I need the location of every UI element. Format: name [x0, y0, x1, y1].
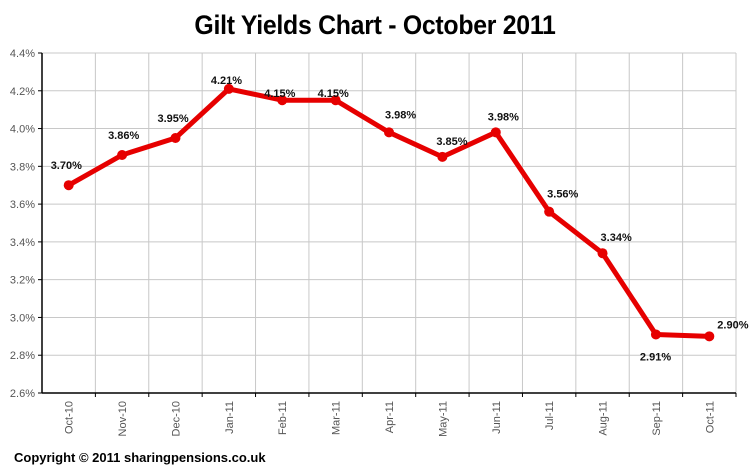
data-label: 3.85%: [436, 136, 467, 148]
data-point-marker: [704, 331, 715, 342]
y-tick-label: 4.2%: [10, 86, 35, 98]
data-point-marker: [63, 180, 74, 191]
x-tick-label: Apr-11: [384, 401, 396, 433]
y-tick-label: 3.4%: [10, 237, 35, 249]
y-tick-label: 3.6%: [10, 199, 35, 211]
data-point-marker: [650, 329, 661, 340]
data-label: 3.98%: [385, 109, 416, 121]
x-tick-label: Sep-11: [651, 401, 663, 436]
data-series: [63, 83, 715, 342]
x-tick-label: Oct-10: [64, 401, 76, 434]
data-point-marker: [277, 95, 288, 106]
y-tick-label: 3.0%: [10, 312, 35, 324]
data-point-marker: [437, 151, 448, 162]
data-label: 2.91%: [640, 351, 671, 363]
data-point-marker: [170, 133, 181, 143]
x-tick-label: Jun-11: [491, 401, 503, 434]
data-label: 4.15%: [264, 88, 295, 100]
data-label: 3.98%: [488, 111, 519, 123]
data-label: 3.34%: [601, 232, 632, 244]
x-tick-label: Nov-10: [117, 401, 129, 436]
data-labels: 3.70% 3.86% 3.95% 4.21% 4.15% 4.15% 3.98% 3.85%…: [51, 75, 749, 364]
data-point-marker: [544, 206, 555, 217]
x-tick-label: Jan-11: [224, 401, 236, 434]
axes: [38, 52, 737, 397]
data-label: 3.56%: [547, 189, 578, 201]
gridlines: [42, 52, 737, 393]
y-tick-label: 3.8%: [10, 161, 35, 173]
data-point-marker: [330, 95, 341, 106]
y-tick-label: 3.2%: [10, 275, 35, 287]
x-axis-tick-labels: Oct-10 Nov-10 Dec-10 Jan-11 Feb-11 Mar-11 Apr-…: [64, 401, 717, 437]
data-point-marker: [384, 127, 394, 138]
data-label: 3.70%: [51, 160, 82, 172]
x-tick-label: Oct-11: [704, 401, 716, 433]
series-line: [67, 86, 710, 339]
y-tick-label: 4.4%: [10, 48, 35, 60]
data-point-marker: [223, 83, 234, 94]
y-tick-label: 2.8%: [10, 350, 35, 362]
x-tick-label: Jul-11: [544, 401, 556, 430]
y-tick-label: 4.0%: [10, 124, 35, 136]
data-label: 3.86%: [108, 130, 139, 142]
data-point-marker: [490, 127, 501, 138]
data-label: 3.95%: [157, 113, 188, 125]
y-tick-label: 2.6%: [10, 388, 35, 400]
data-label: 4.21%: [211, 75, 242, 87]
data-label: 2.90%: [717, 319, 748, 331]
x-tick-label: Aug-11: [598, 401, 610, 436]
data-label: 4.15%: [318, 88, 349, 100]
x-tick-label: May-11: [437, 401, 449, 437]
y-axis-tick-labels: 2.6% 2.8% 3.0% 3.2% 3.4% 3.6% 3.8% 4.0% 4.2% 4.4%: [10, 48, 35, 400]
chart-title: Gilt Yields Chart - October 2011: [194, 10, 556, 40]
data-point-marker: [117, 150, 128, 160]
data-point-marker: [597, 248, 608, 259]
x-tick-label: Mar-11: [331, 401, 343, 435]
x-tick-label: Feb-11: [277, 401, 289, 435]
x-tick-label: Dec-10: [170, 401, 182, 436]
copyright-footer: Copyright © 2011 sharingpensions.co.uk: [14, 450, 266, 465]
